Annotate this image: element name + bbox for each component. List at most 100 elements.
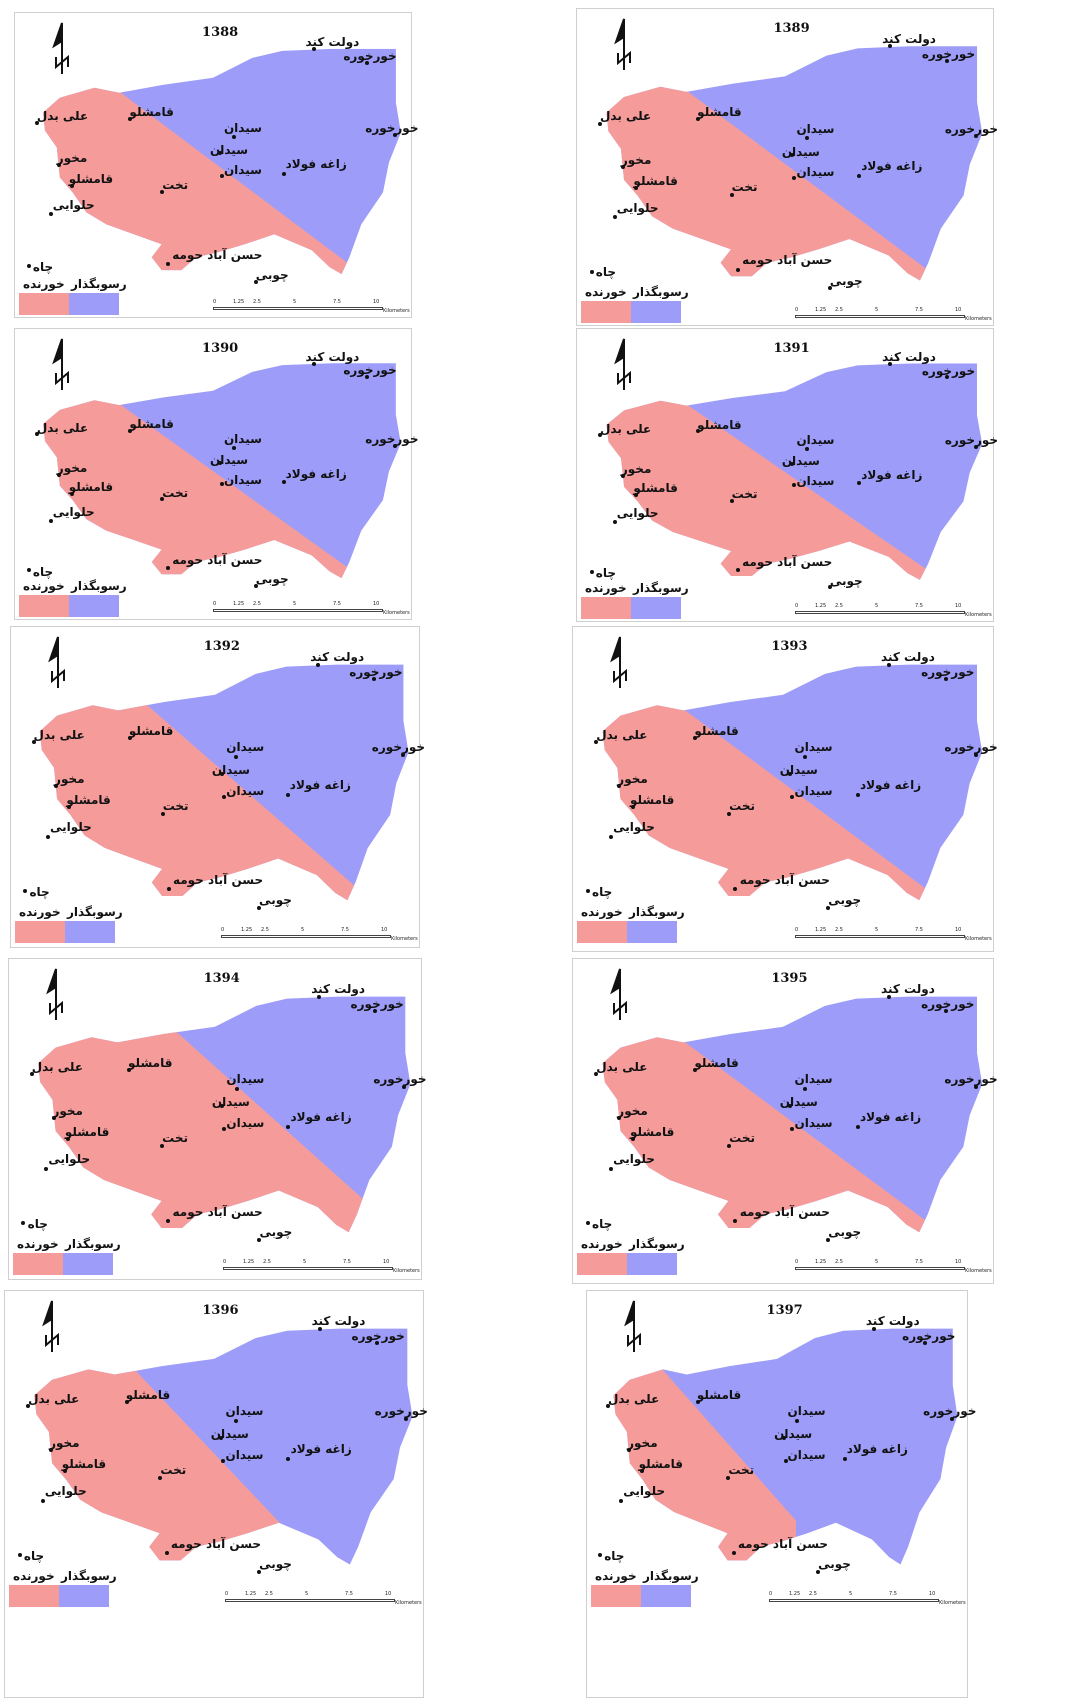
place-label-dowlatkand: دولت كند [311,982,366,997]
legend-label-erosion: خورنده [13,1569,55,1583]
place-label-khorkhore: خورخوره [921,363,976,378]
place-marker [49,1448,54,1453]
place-label-seydan: سیدان [225,1404,264,1419]
place-label-choobi: چوبی [828,1225,862,1240]
place-marker [166,566,171,571]
place-label-seydan: سیدان [794,784,833,799]
place-label-qameshlu: قامشلو [629,792,675,807]
scale-tick: 10 [955,307,962,313]
place-marker [48,518,53,523]
scale-tick: 5 [849,1591,853,1597]
place-marker [56,163,61,168]
legend-label-erosion: خورنده [19,905,61,919]
place-label-halvaee: حلوایی [623,1484,666,1499]
scale-tick: 5 [875,603,879,609]
legend-label-erosion: خورنده [585,581,627,595]
scale-tick: 2.5 [261,927,269,933]
scale-tick: 7.5 [345,1591,353,1597]
map-panel-1393: 1393 دولت كند خورخوره خورخوره قامشلو علی بدل س… [572,626,998,952]
place-label-seydan: سیدان [210,143,249,158]
scale-tick: 10 [381,927,388,933]
place-label-dowlatkand: دولت كند [881,982,935,997]
map-svg [606,46,983,281]
place-label-khorkhore: خورخوره [902,1328,956,1343]
scale-tick: 0 [795,927,799,933]
place-label-halvaee: حلوایی [52,197,95,212]
place-marker [620,473,625,478]
place-marker [373,1009,378,1014]
scale-tick: 5 [293,299,297,305]
place-label-makhvor: مخور [54,771,85,786]
scale-bar: 0 1.25 2.5 5 7.5 10 Kilometers [795,927,992,945]
scale-line [225,1599,395,1602]
place-marker [795,1419,800,1423]
scale-tick: 7.5 [333,601,341,607]
place-label-makhvor: مخور [617,1103,648,1118]
place-label-seydan: سیدان [779,1095,818,1110]
north-arrow-icon [47,635,69,690]
place-label-dowlatkand: دولت كند [865,1314,920,1329]
place-label-alibadal: علی بدل [28,1391,80,1406]
place-label-khorkhore: خورخوره [365,432,419,447]
place-label-hasanabad: حسن آباد حومه [172,872,264,887]
place-marker [65,1137,70,1142]
place-marker [234,755,239,759]
scale-tick: 5 [875,1259,879,1265]
map-svg [613,1328,958,1565]
place-label-seydan: سیدان [781,144,820,159]
legend-label-sediment: رسوبگذار [643,1569,699,1583]
place-marker [693,1068,698,1073]
place-label-chah: چاه [23,1549,45,1564]
place-marker [855,1124,860,1129]
place-marker [729,192,734,197]
legend-label-erosion: خورنده [23,277,65,291]
scale-tick: 5 [303,1259,307,1265]
place-marker [826,906,831,911]
place-label-qameshlu: قامشلو [696,1387,742,1402]
place-marker [693,736,698,741]
place-marker [219,173,224,178]
place-label-makhvor: مخور [56,461,88,476]
place-marker [944,677,949,682]
place-label-zaghefulad: زاغه فولاد [861,467,923,482]
north-arrow-icon [613,337,635,392]
place-label-qameshlu: قامشلو [633,481,678,496]
place-label-chah: چاه [32,564,54,579]
place-label-qameshlu: قامشلو [128,723,174,738]
place-label-qameshlu: قامشلو [697,417,742,432]
scale-unit: Kilometers [383,610,410,616]
legend-label-erosion: خورنده [585,285,627,299]
place-marker [733,1219,738,1224]
place-marker [393,133,398,138]
place-label-halvaee: حلوایی [613,1152,655,1167]
legend-label-erosion: خورنده [23,579,65,593]
map-year-title: 1391 [773,341,810,356]
place-marker [127,736,132,741]
place-label-khorkhore: خورخوره [374,1404,428,1419]
place-label-seydan: سیدان [211,763,250,778]
place-label-dowlatkand: دولت كند [882,31,936,46]
scale-tick: 7.5 [915,1259,923,1265]
place-label-makhvor: مخور [56,151,88,166]
place-marker [826,1238,831,1243]
place-label-chah: چاه [591,885,613,900]
place-marker [45,834,50,839]
place-marker [26,263,31,268]
map-panel-1396: 1396 دولت كند خورخوره خورخوره قامشلو علی بدل س… [4,1290,428,1698]
place-label-takht: تخت [162,486,189,500]
map-panel-1388: 1388 دولت كند خورخوره خورخوره قامشلو علی بدل س… [14,12,418,318]
place-label-makhvor: مخور [620,152,652,167]
map-svg [34,1328,413,1565]
legend-swatch-sediment [69,595,119,617]
map-svg [606,363,983,580]
place-marker [617,1116,622,1121]
legend-swatch-erosion [19,595,69,617]
place-label-choobi: چوبی [828,893,862,908]
place-label-halvaee: حلوایی [48,1152,91,1167]
place-marker [973,752,978,757]
legend-swatch-sediment [641,1585,691,1607]
place-label-khorkhore: خورخوره [351,1328,405,1343]
place-label-hasanabad: حسن آباد حومه [739,1204,830,1219]
scale-tick: 2.5 [263,1259,271,1265]
legend-label-sediment: رسوبگذار [71,579,127,593]
